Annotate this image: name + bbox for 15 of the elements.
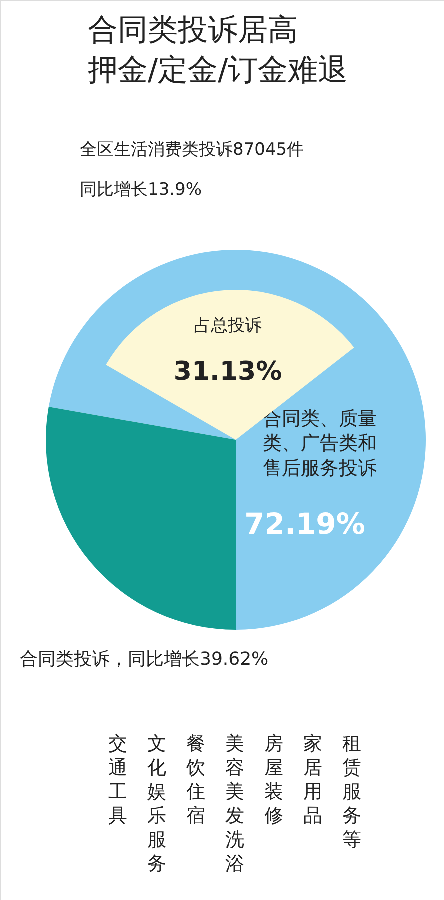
- chart-title: 合同类投诉居高押金/定金/订金难退: [88, 13, 348, 88]
- text: 交通工具: [108, 733, 128, 827]
- data-label: 72.19%: [244, 507, 366, 541]
- text: 房屋装修: [264, 733, 284, 827]
- text: 合同类投诉，同比增长39.62%: [20, 649, 269, 670]
- text: 全区生活消费类投诉87045件: [80, 140, 304, 160]
- slice-label: 占总投诉: [194, 316, 262, 336]
- text: 同比增长13.9%: [80, 180, 202, 200]
- text: 家居用品: [304, 733, 322, 827]
- pie-slice: [46, 407, 236, 630]
- text: 文化娱乐服务: [148, 733, 166, 875]
- text: 美容美发洗浴: [226, 733, 244, 875]
- data-label: 31.13%: [174, 357, 282, 387]
- text: 餐饮住宿: [186, 733, 206, 827]
- text: 租赁服务等: [342, 733, 362, 851]
